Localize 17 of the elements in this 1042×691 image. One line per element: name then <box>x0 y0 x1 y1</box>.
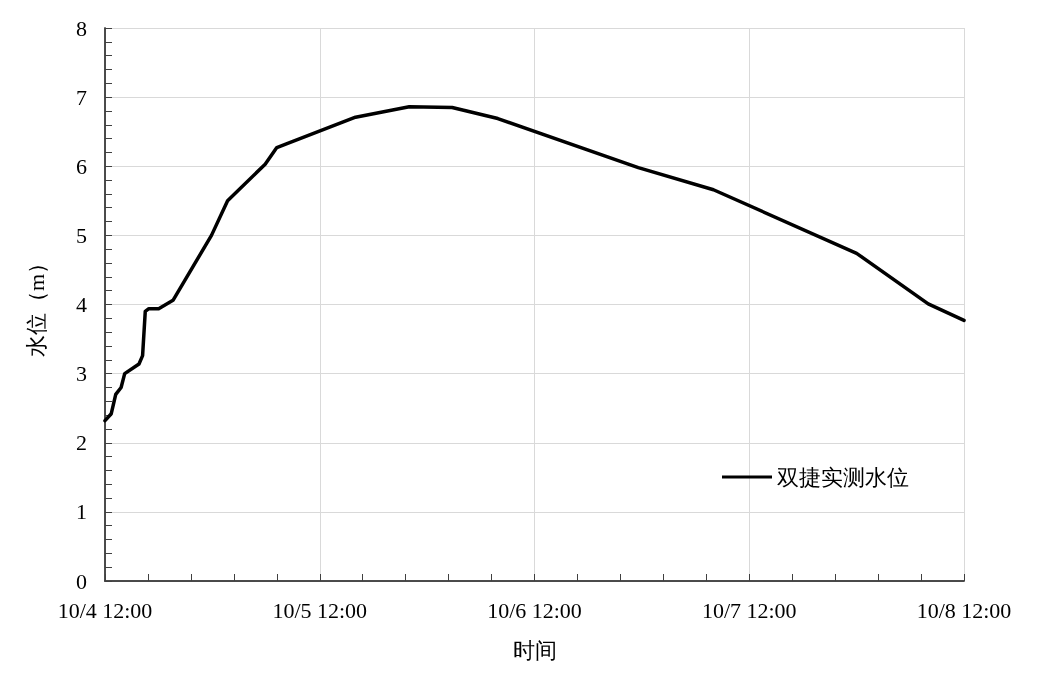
y-tick-label: 8 <box>76 15 87 41</box>
x-tick-label: 10/7 12:00 <box>701 597 797 623</box>
x-axis-title: 时间 <box>512 637 557 663</box>
x-tick-label: 10/8 12:00 <box>916 597 1012 623</box>
x-tick-label: 10/5 12:00 <box>272 597 368 623</box>
y-tick-label: 5 <box>76 222 87 248</box>
y-tick-label: 0 <box>76 568 87 594</box>
y-tick-label: 6 <box>76 153 87 179</box>
x-tick-label: 10/6 12:00 <box>487 597 582 623</box>
y-tick-label: 3 <box>76 361 87 387</box>
y-tick-label: 2 <box>76 430 87 456</box>
y-axis-title: 水位（m） <box>23 251 49 358</box>
legend-label: 双捷实测水位 <box>777 464 909 490</box>
y-tick-label: 7 <box>76 84 87 110</box>
x-tick-label: 10/4 12:00 <box>57 597 153 623</box>
y-tick-label: 4 <box>76 292 87 317</box>
y-tick-label: 1 <box>76 499 87 525</box>
